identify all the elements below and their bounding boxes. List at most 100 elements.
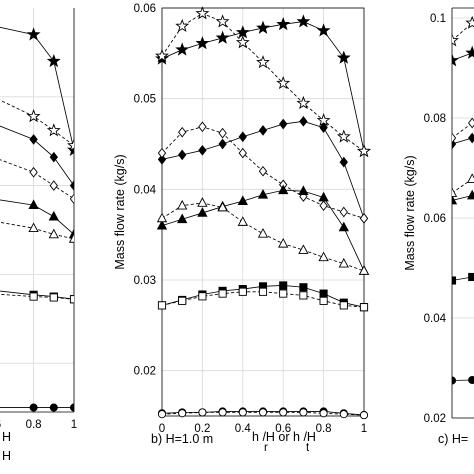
data-point-star [276, 75, 291, 90]
data-point-diamond [258, 125, 268, 136]
data-point-star [46, 123, 61, 137]
panel-b: 0 0.2 0.4 0.6 0.8 1 0.02 0.03 0.04 0.05 0.06 Mass f… [113, 3, 371, 454]
data-point-square [452, 276, 457, 285]
data-point-triangle [177, 199, 188, 210]
data-point-circle [299, 408, 308, 417]
data-point-square [29, 292, 38, 301]
data-point-circle [339, 410, 348, 419]
data-point-triangle [338, 257, 349, 268]
data-point-triangle [197, 197, 208, 207]
data-point-square [178, 296, 187, 305]
data-point-star [316, 23, 331, 37]
series-square-filled [0, 290, 74, 304]
series-line [452, 122, 473, 139]
data-point-diamond [218, 127, 227, 139]
data-point-triangle [257, 189, 269, 199]
data-point-star [465, 15, 474, 29]
panel-caption-fragment: c) H= [438, 432, 468, 446]
series-circle-filled [0, 403, 74, 412]
data-point-star [26, 109, 41, 123]
series-triangle-open [452, 173, 474, 197]
series-star-open [155, 6, 371, 158]
data-point-star [195, 36, 210, 50]
data-point-square [218, 289, 227, 298]
y-tick-label: 0.05 [134, 94, 156, 106]
data-point-diamond [299, 116, 308, 127]
series-line [452, 178, 473, 194]
data-point-diamond [319, 200, 328, 211]
data-point-star [67, 138, 74, 152]
data-point-square [198, 292, 207, 301]
y-tick-label: 0.04 [424, 313, 447, 325]
series-line [161, 411, 365, 416]
data-point-circle [29, 403, 38, 412]
series-triangle-open [0, 221, 74, 243]
data-point-triangle [177, 213, 188, 224]
x-tick-label: 0.6 [275, 423, 291, 435]
x-tick-label: 1 [361, 423, 367, 435]
x-tick-label: 0.6 [0, 419, 1, 431]
data-point-triangle [278, 237, 289, 248]
data-point-circle [178, 409, 187, 418]
data-point-triangle [452, 187, 458, 197]
data-point-square [238, 287, 247, 296]
data-point-square [299, 291, 308, 300]
y-tick-label: 0.02 [134, 366, 156, 378]
series-square-open [157, 287, 369, 312]
data-point-diamond [178, 149, 187, 161]
series-square-filled [157, 281, 369, 312]
x-axis-subscript: r [264, 442, 268, 454]
data-point-diamond [198, 145, 207, 156]
data-point-diamond [468, 132, 474, 144]
x-axis-subscript: t [306, 442, 310, 454]
data-point-circle [258, 408, 268, 417]
data-point-star [155, 48, 169, 62]
series-star-filled [0, 23, 74, 156]
data-point-diamond [157, 154, 167, 165]
data-point-star [357, 143, 371, 158]
y-tick-label: 0.02 [424, 413, 446, 425]
data-point-star [256, 20, 270, 34]
data-point-circle [319, 409, 328, 418]
data-point-triangle [237, 195, 248, 205]
data-point-square [299, 283, 308, 292]
series-star-filled [452, 45, 474, 67]
y-axis-label: Mass flow rate (kg/s) [113, 154, 127, 269]
series-line [0, 221, 74, 240]
y-tick-label: 0.04 [134, 184, 157, 196]
data-point-triangle [318, 251, 329, 262]
data-point-triangle [68, 233, 74, 243]
panel-caption: b) H=1.0 m [151, 432, 213, 446]
panel-caption-fragment: H [2, 449, 11, 463]
data-point-star [215, 14, 230, 28]
data-point-triangle [298, 185, 309, 195]
panel-c-partial: 0.02 0.04 0.06 0.08 0.1 Mass flow rate (kg/s)… [403, 7, 474, 446]
data-point-triangle [318, 191, 329, 202]
y-axis-label: Mass flow rate (kg/s) [403, 155, 417, 270]
data-point-triangle [48, 228, 59, 239]
data-point-square [319, 289, 328, 298]
data-point-star [452, 33, 459, 47]
data-point-diamond [258, 165, 268, 177]
data-point-square [279, 281, 288, 290]
data-point-star [195, 6, 210, 20]
series-star-filled [155, 14, 371, 158]
data-point-square [339, 301, 348, 310]
data-point-diamond [69, 193, 74, 205]
x-tick-label: 0.8 [316, 423, 332, 435]
series-line [161, 202, 365, 272]
series-star-open [452, 15, 474, 47]
data-point-star [215, 30, 230, 44]
data-point-star [276, 17, 291, 31]
y-tick-label: 0.06 [424, 213, 446, 225]
data-point-diamond [452, 132, 457, 144]
series-triangle-open [156, 197, 370, 275]
data-point-triangle [467, 189, 474, 200]
series-square-open [0, 292, 74, 304]
x-tick-label: 0.2 [194, 423, 210, 435]
series-line [0, 199, 74, 235]
data-point-diamond [218, 138, 227, 150]
data-point-circle [279, 408, 288, 417]
data-point-triangle [278, 184, 289, 195]
